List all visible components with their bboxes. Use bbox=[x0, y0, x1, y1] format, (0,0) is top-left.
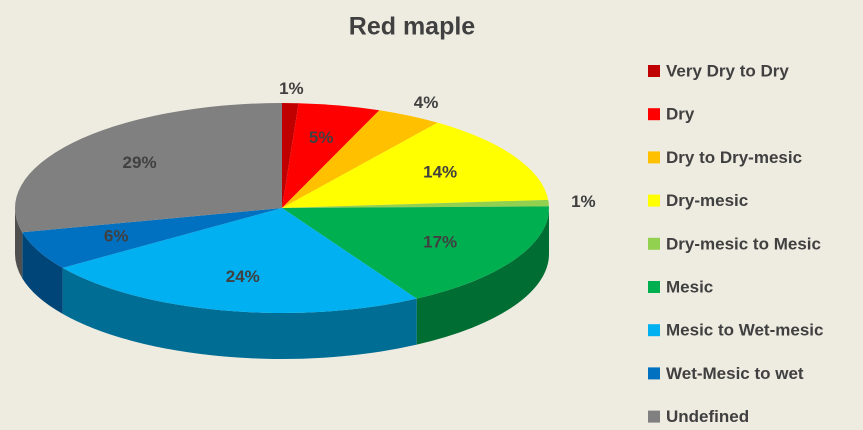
slice bbox=[62, 208, 417, 314]
slice bbox=[282, 103, 299, 208]
legend-label: Dry-mesic bbox=[666, 191, 748, 210]
legend-label: Undefined bbox=[666, 407, 749, 426]
slice bbox=[282, 122, 549, 208]
slice-side bbox=[416, 208, 549, 345]
legend-swatch bbox=[648, 281, 660, 293]
legend-label: Dry bbox=[666, 105, 695, 124]
slice-tops bbox=[15, 103, 549, 314]
slice bbox=[15, 103, 282, 233]
legend-label: Very Dry to Dry bbox=[666, 61, 789, 80]
legend-label: Dry-mesic to Mesic bbox=[666, 234, 821, 253]
legend: Very Dry to Dry Dry Dry to Dry-mesic Dry-me… bbox=[648, 61, 823, 426]
slice-side bbox=[62, 267, 417, 359]
slice bbox=[282, 206, 549, 299]
legend-swatch bbox=[648, 194, 660, 207]
data-label: 5% bbox=[309, 128, 334, 147]
data-label: 4% bbox=[414, 93, 439, 112]
legend-swatch bbox=[648, 324, 660, 337]
legend-swatch bbox=[648, 237, 660, 250]
slice bbox=[282, 103, 380, 208]
legend-label: Mesic to Wet-mesic bbox=[666, 321, 823, 340]
slice-side bbox=[22, 232, 63, 314]
legend-swatch bbox=[648, 108, 660, 121]
slice bbox=[282, 199, 549, 208]
data-label: 17% bbox=[423, 233, 457, 252]
data-label: 1% bbox=[279, 79, 304, 98]
slice-side bbox=[15, 208, 23, 279]
legend-swatch bbox=[648, 151, 660, 164]
legend-swatch bbox=[648, 65, 660, 77]
legend-label: Dry to Dry-mesic bbox=[666, 148, 802, 167]
data-label: 1% bbox=[571, 192, 596, 211]
legend-label: Mesic bbox=[666, 277, 713, 296]
legend-swatch bbox=[648, 367, 660, 380]
slice bbox=[22, 208, 282, 268]
data-label: 24% bbox=[226, 267, 260, 286]
data-labels: 1% 5% 4% 14% 1% 17% 24% 6% 29% bbox=[104, 79, 596, 286]
slice bbox=[282, 110, 438, 208]
legend-swatch bbox=[648, 410, 660, 423]
data-label: 6% bbox=[104, 227, 129, 246]
legend-label: Wet-Mesic to wet bbox=[666, 364, 804, 383]
chart-title: Red maple bbox=[349, 13, 476, 41]
data-label: 29% bbox=[123, 153, 157, 172]
slice-sides bbox=[15, 208, 549, 359]
data-label: 14% bbox=[423, 162, 457, 181]
